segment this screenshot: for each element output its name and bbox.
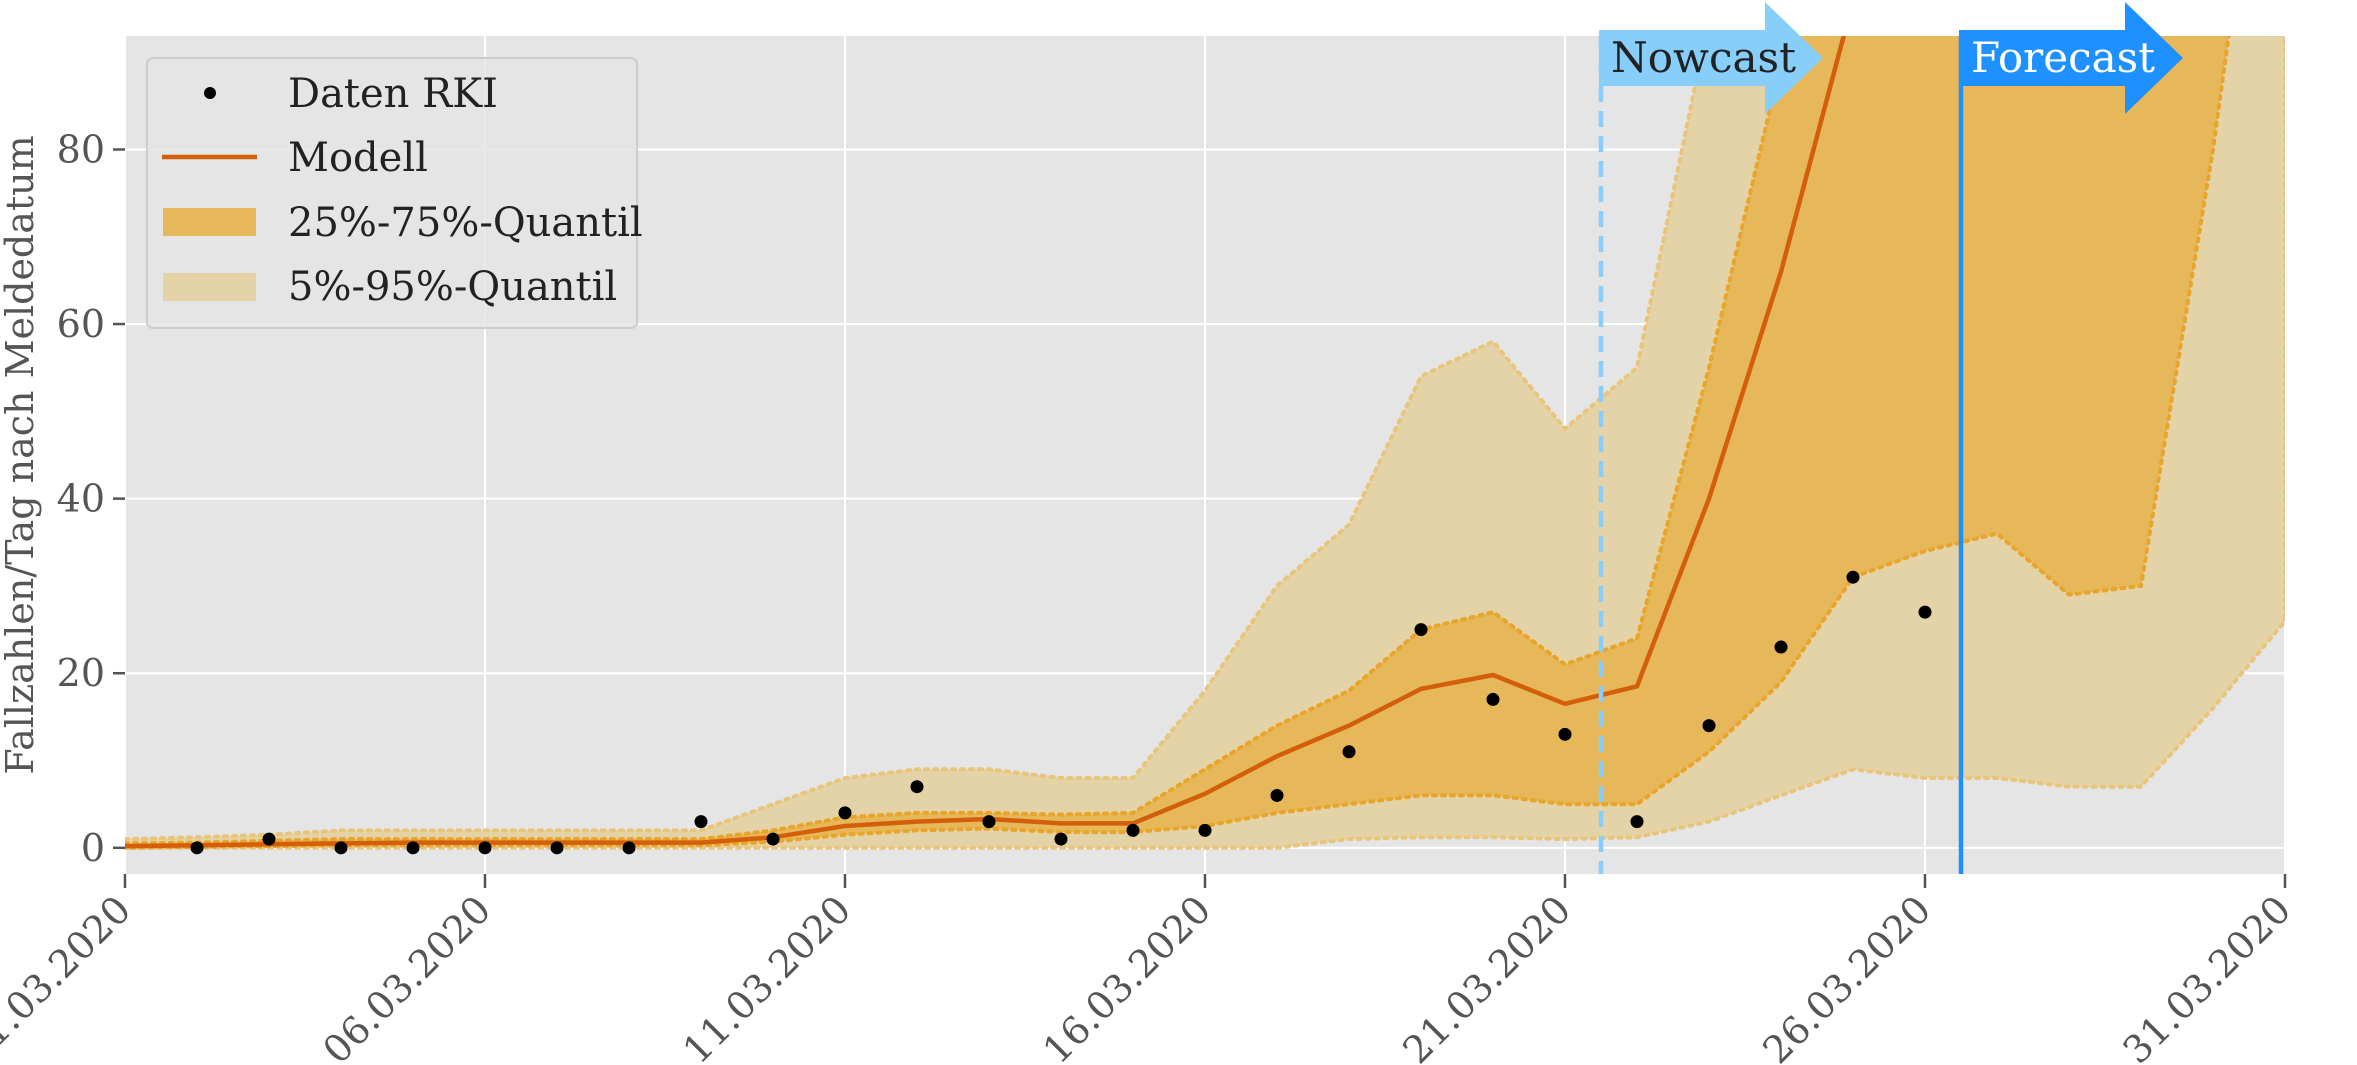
data-point bbox=[478, 841, 492, 855]
data-point bbox=[622, 841, 636, 855]
x-tick-label-3: 16.03.2020 bbox=[1034, 887, 1219, 1065]
legend-q5-95-label: 5%-95%-Quantil bbox=[288, 264, 617, 310]
data-point bbox=[1342, 745, 1356, 759]
legend-q5-95-swatch bbox=[163, 273, 256, 301]
data-point bbox=[910, 780, 924, 794]
legend-model-label: Modell bbox=[288, 135, 428, 181]
band-25-75 bbox=[125, 36, 2231, 850]
data-point bbox=[1630, 815, 1644, 829]
data-point bbox=[1198, 823, 1212, 837]
data-point bbox=[838, 806, 852, 820]
data-point bbox=[1126, 823, 1140, 837]
x-tick-label-5: 26.03.2020 bbox=[1754, 887, 1939, 1065]
data-point bbox=[1270, 788, 1284, 802]
data-point bbox=[982, 815, 996, 829]
y-tick-label-1: 20 bbox=[57, 651, 105, 695]
data-point bbox=[1414, 623, 1428, 637]
nowcast-label: Nowcast bbox=[1611, 33, 1796, 82]
legend-q25-75-swatch bbox=[163, 208, 256, 236]
x-tick-label-1: 06.03.2020 bbox=[314, 887, 499, 1065]
y-tick-label-4: 80 bbox=[57, 127, 105, 171]
y-tick-label-2: 40 bbox=[57, 477, 105, 521]
data-point bbox=[406, 841, 420, 855]
data-point bbox=[694, 815, 708, 829]
data-point bbox=[1702, 719, 1716, 733]
model-line bbox=[125, 36, 1847, 849]
data-point bbox=[550, 841, 564, 855]
y-tick-label-0: 0 bbox=[81, 826, 105, 870]
x-tick-label-2: 11.03.2020 bbox=[674, 887, 859, 1065]
legend-box bbox=[146, 57, 638, 329]
data-point bbox=[1486, 692, 1500, 706]
data-point bbox=[334, 841, 348, 855]
x-axis: 01.03.2020 06.03.2020 11.03.2020 16.03.2020… bbox=[0, 874, 2299, 1065]
data-point bbox=[1918, 605, 1932, 619]
legend: Daten RKI Modell 25%-75%-Quantil 5%-95%-… bbox=[146, 57, 643, 329]
data-point bbox=[1846, 570, 1860, 584]
forecast-label: Forecast bbox=[1971, 33, 2155, 82]
data-point bbox=[1054, 832, 1068, 846]
legend-data-label: Daten RKI bbox=[288, 71, 498, 117]
y-axis-label: Fallzahlen/Tag nach Meldedatum bbox=[0, 135, 42, 774]
forecast-arrow: Forecast bbox=[1959, 2, 2183, 114]
legend-data-marker bbox=[204, 87, 216, 99]
x-tick-label-0: 01.03.2020 bbox=[0, 887, 139, 1065]
y-axis: 0 20 40 60 80 bbox=[57, 127, 125, 870]
y-tick-label-3: 60 bbox=[57, 302, 105, 346]
nowcast-arrow-shape bbox=[1599, 2, 1823, 114]
data-point bbox=[262, 832, 276, 846]
data-point bbox=[1774, 640, 1788, 654]
data-points bbox=[190, 570, 1932, 855]
data-point bbox=[766, 832, 780, 846]
forecast-arrow-shape bbox=[1959, 2, 2183, 114]
x-tick-label-6: 31.03.2020 bbox=[2114, 887, 2299, 1065]
data-point bbox=[1558, 727, 1572, 741]
data-point bbox=[190, 841, 204, 855]
x-tick-label-4: 21.03.2020 bbox=[1394, 887, 1579, 1065]
legend-q25-75-label: 25%-75%-Quantil bbox=[288, 200, 643, 246]
nowcast-arrow: Nowcast bbox=[1599, 2, 1823, 114]
plot-area bbox=[125, 36, 2285, 874]
